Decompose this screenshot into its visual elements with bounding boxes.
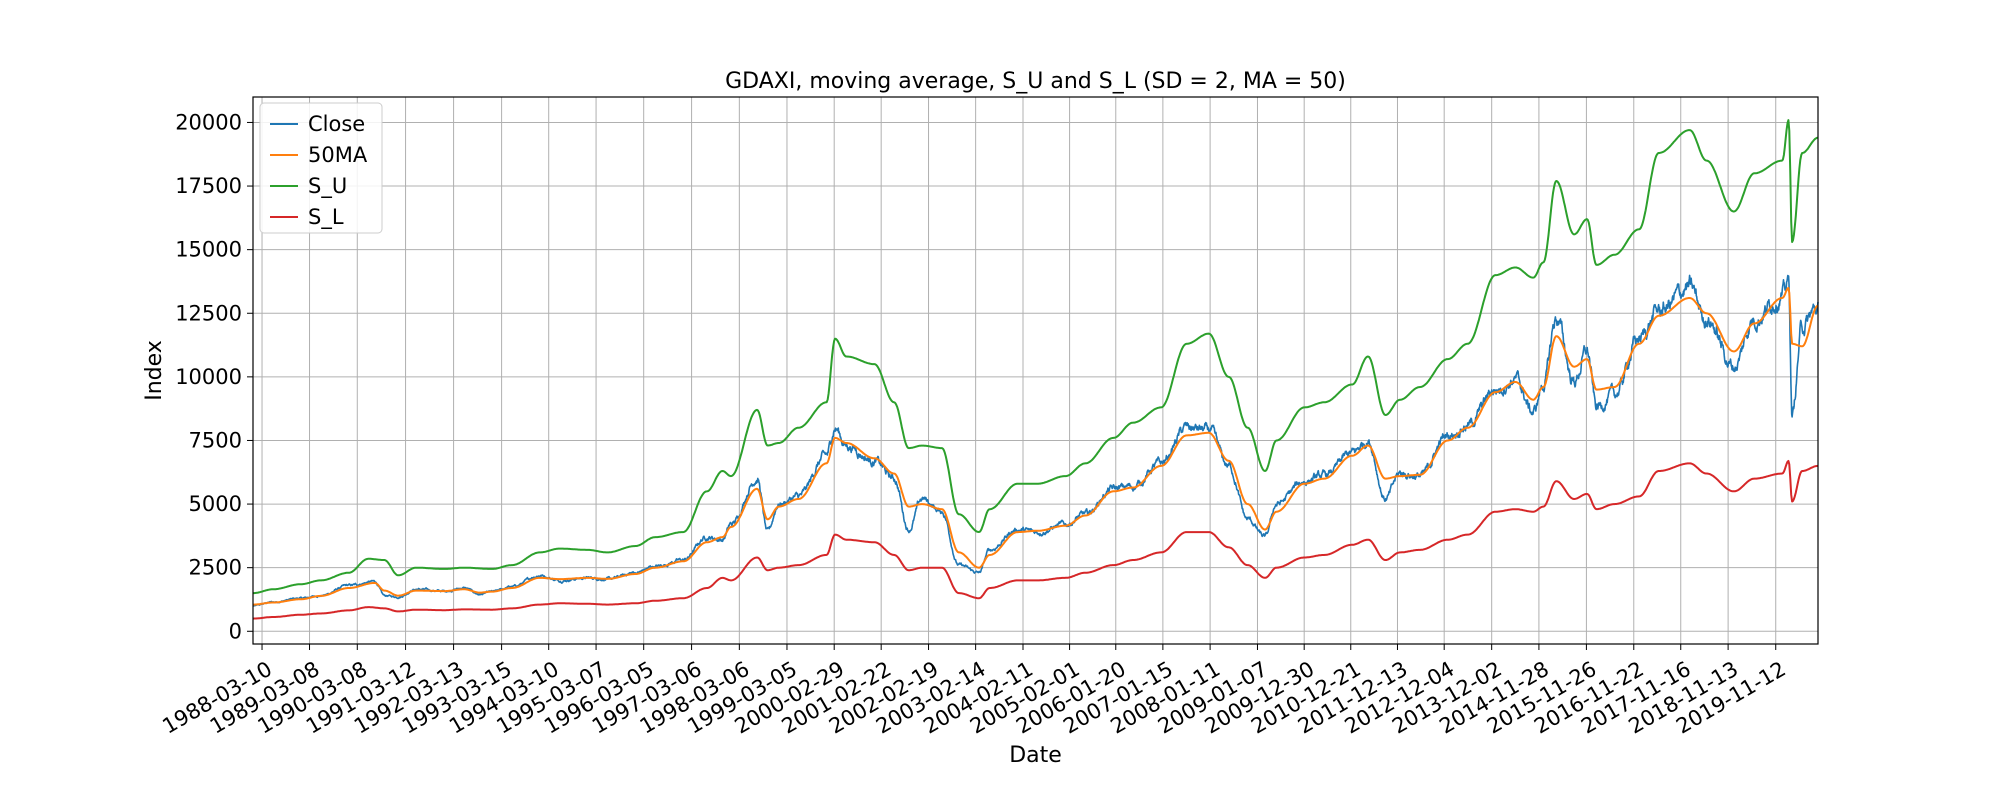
y-tick-label: 12500 [175, 301, 242, 325]
y-tick-label: 7500 [189, 428, 242, 452]
x-axis-label: Date [1009, 743, 1062, 768]
legend-box [259, 102, 383, 234]
legend-entry: Close [308, 112, 365, 136]
series-line-close [253, 274, 1819, 607]
chart-title: GDAXI, moving average, S_U and S_L (SD =… [725, 69, 1346, 94]
y-tick-label: 15000 [175, 238, 242, 262]
grid [253, 97, 1818, 644]
y-tick-label: 2500 [189, 556, 242, 580]
y-axis-ticks: 0 2500 5000 7500 10000 12500 15000 17500 20000 [175, 110, 253, 643]
legend-entry: S_U [308, 174, 347, 199]
y-axis-label: Index [142, 340, 167, 401]
plot-lines [253, 119, 1819, 620]
y-tick-label: 10000 [175, 365, 242, 389]
y-tick-label: 5000 [189, 492, 242, 516]
y-tick-label: 20000 [175, 110, 242, 134]
y-tick-label: 0 [229, 619, 242, 643]
series-line-s_u [253, 119, 1818, 595]
legend: Close 50MA S_U S_L [259, 102, 383, 234]
legend-entry: 50MA [308, 143, 368, 167]
y-tick-label: 17500 [175, 174, 242, 198]
axes-frame [252, 96, 1819, 645]
legend-entry: S_L [308, 205, 344, 230]
series-line-s_l [253, 459, 1818, 620]
series-line-50ma [253, 286, 1819, 606]
